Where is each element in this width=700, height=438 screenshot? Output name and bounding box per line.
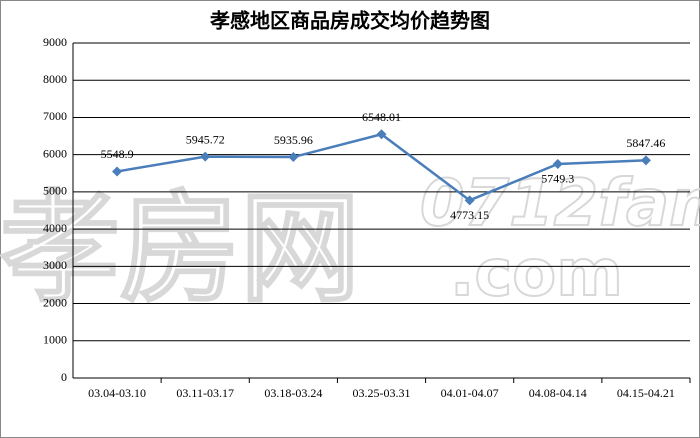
watermark: 孝房网 xyxy=(0,180,360,319)
data-label: 5935.96 xyxy=(274,133,313,147)
y-tick-label: 8000 xyxy=(43,72,67,86)
marker xyxy=(640,155,651,166)
x-tick-label: 03.04-03.10 xyxy=(88,386,146,400)
x-tick-label: 04.15-04.21 xyxy=(617,386,675,400)
x-tick-label: 04.01-04.07 xyxy=(441,386,499,400)
watermark: .com xyxy=(450,237,623,311)
y-tick-label: 6000 xyxy=(43,146,67,160)
x-tick-label: 04.08-04.14 xyxy=(529,386,587,400)
data-label: 4773.15 xyxy=(450,208,489,222)
y-tick-label: 9000 xyxy=(43,35,67,49)
data-label: 6548.01 xyxy=(362,110,401,124)
marker xyxy=(552,158,563,169)
data-label: 5945.72 xyxy=(186,132,225,146)
marker xyxy=(376,129,387,140)
data-label: 5548.9 xyxy=(101,147,134,161)
x-tick-label: 03.18-03.24 xyxy=(264,386,322,400)
y-tick-label: 5000 xyxy=(43,184,67,198)
marker xyxy=(112,166,123,177)
marker xyxy=(288,152,299,163)
x-tick-label: 03.11-03.17 xyxy=(176,386,234,400)
data-label: 5847.46 xyxy=(626,136,665,150)
x-tick-label: 03.25-03.31 xyxy=(353,386,411,400)
y-tick-label: 7000 xyxy=(43,109,67,123)
y-tick-label: 1000 xyxy=(43,333,67,347)
y-tick-label: 3000 xyxy=(43,258,67,272)
y-tick-label: 0 xyxy=(61,370,67,384)
data-label: 5749.3 xyxy=(541,172,574,186)
chart-title: 孝感地区商品房成交均价趋势图 xyxy=(209,9,490,33)
y-tick-label: 4000 xyxy=(43,221,67,235)
y-tick-label: 2000 xyxy=(43,295,67,309)
marker xyxy=(200,151,211,162)
marker xyxy=(464,195,475,206)
